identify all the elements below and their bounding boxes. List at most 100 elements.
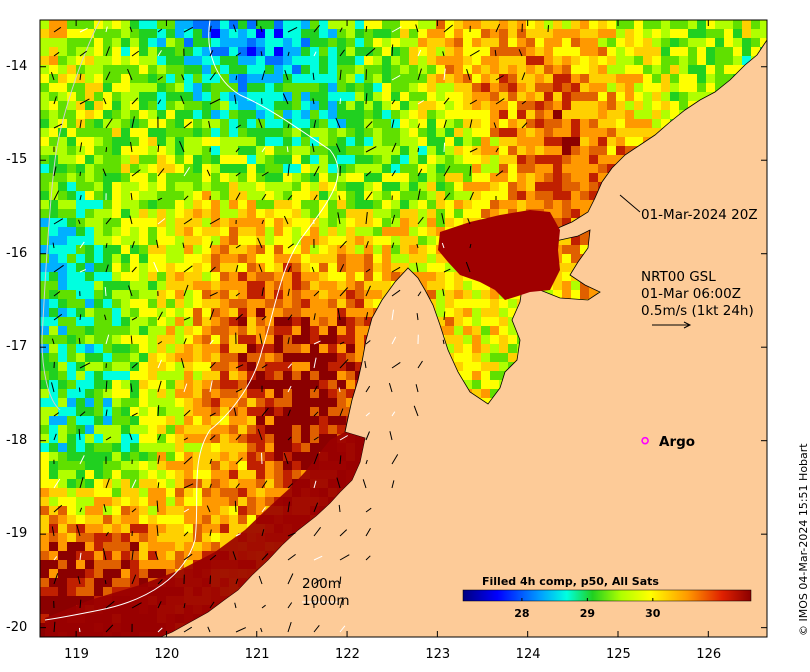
- current-vector: [443, 192, 451, 201]
- current-vector: [105, 217, 112, 225]
- current-vector: [287, 436, 292, 441]
- current-vector: [442, 288, 445, 297]
- current-vector: [131, 508, 137, 513]
- current-vector: [131, 574, 137, 585]
- current-vector: [313, 166, 320, 177]
- current-vector: [261, 507, 266, 513]
- current-vector: [493, 122, 497, 129]
- current-vector: [260, 51, 263, 57]
- current-vector: [209, 575, 211, 585]
- current-vector: [335, 117, 341, 129]
- plot-frame: [39, 19, 768, 638]
- current-vector: [50, 72, 55, 81]
- current-vector: [337, 212, 341, 225]
- current-vector: [391, 361, 401, 369]
- current-vector: [131, 362, 138, 369]
- y-tick-label: -19: [6, 526, 28, 542]
- current-vector: [53, 556, 58, 561]
- current-vector: [365, 431, 370, 441]
- current-vector: [467, 218, 471, 225]
- bay-warm-water: [438, 210, 560, 300]
- current-vector: [183, 626, 193, 633]
- current-vector: [131, 241, 135, 249]
- current-vector: [339, 529, 348, 537]
- current-vector: [102, 548, 107, 561]
- current-vector: [391, 242, 395, 249]
- current-vector: [313, 357, 317, 369]
- current-vector: [79, 73, 82, 81]
- current-vector: [261, 407, 269, 417]
- current-vector: [365, 268, 371, 273]
- current-vector: [415, 24, 419, 33]
- current-vector: [287, 51, 290, 57]
- current-vector: [313, 555, 323, 561]
- current-vector: [417, 216, 424, 225]
- current-vector: [258, 264, 263, 273]
- current-vector: [339, 435, 348, 441]
- current-vector: [209, 241, 213, 249]
- current-vector: [365, 412, 371, 417]
- current-vector: [391, 74, 401, 81]
- argo-float-marker[interactable]: [641, 436, 649, 445]
- current-vector: [416, 243, 419, 249]
- current-vector: [338, 195, 341, 201]
- current-vector: [313, 579, 321, 585]
- current-vector: [183, 531, 189, 537]
- current-vector: [105, 264, 109, 273]
- current-vector: [415, 262, 419, 273]
- y-tick-label: -17: [6, 339, 28, 355]
- current-vector: [105, 624, 114, 633]
- current-vector: [287, 314, 293, 321]
- current-vector: [287, 337, 290, 345]
- current-vector: [417, 49, 422, 57]
- current-vector: [313, 120, 317, 129]
- current-vector: [287, 621, 292, 633]
- current-vector: [131, 602, 142, 609]
- current-vector: [287, 553, 296, 561]
- current-vector: [153, 261, 159, 273]
- current-vector: [521, 100, 527, 105]
- current-vector: [51, 382, 55, 393]
- current-vector: [365, 93, 368, 105]
- current-vector: [209, 412, 216, 417]
- current-vector: [157, 311, 163, 321]
- current-vector: [183, 456, 193, 465]
- current-vector: [233, 24, 237, 33]
- current-vector: [128, 285, 133, 297]
- current-vector: [235, 244, 241, 249]
- x-tick-label: 124: [515, 647, 541, 662]
- current-vector: [156, 525, 159, 537]
- current-vector: [207, 626, 211, 633]
- current-vector: [339, 455, 342, 465]
- current-vector: [364, 360, 367, 369]
- current-vector: [391, 26, 402, 33]
- current-vector: [105, 409, 108, 417]
- current-vector: [235, 75, 238, 81]
- current-vector: [442, 339, 445, 345]
- current-vector: [287, 573, 294, 585]
- current-vector: [209, 266, 216, 273]
- current-vector: [287, 501, 290, 513]
- current-vector: [183, 409, 191, 417]
- current-vector: [79, 171, 81, 177]
- current-vector: [77, 576, 81, 585]
- current-vector: [339, 625, 346, 633]
- current-vector: [339, 408, 344, 417]
- current-vector: [232, 551, 237, 561]
- x-tick-label: 121: [244, 647, 270, 662]
- current-vector: [78, 219, 81, 225]
- current-vector: [287, 385, 292, 393]
- current-vector: [235, 192, 241, 201]
- current-vector: [183, 316, 191, 321]
- current-vector: [233, 407, 237, 417]
- current-vector: [339, 287, 349, 297]
- current-vector: [131, 316, 138, 321]
- current-vector: [339, 240, 347, 249]
- current-vector: [104, 314, 107, 321]
- current-vector: [235, 388, 243, 393]
- current-vector: [391, 411, 396, 417]
- current-vector: [313, 411, 319, 417]
- current-vector: [469, 243, 472, 249]
- current-vector: [131, 50, 140, 57]
- current-vector: [261, 287, 264, 297]
